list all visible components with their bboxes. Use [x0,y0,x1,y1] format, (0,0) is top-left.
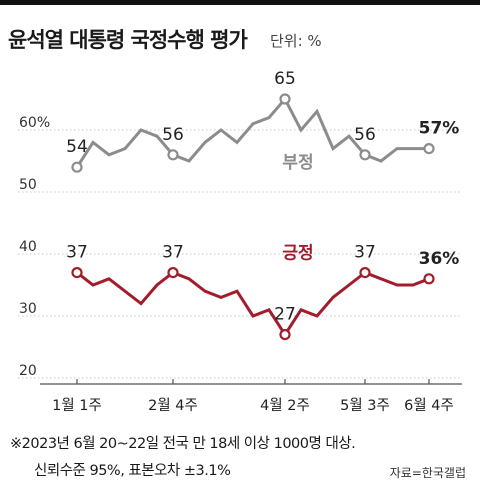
source-credit: 자료=한국갤럽 [389,466,466,480]
series-marker [279,93,291,105]
line-chart: 20 30 40 50 60% 1월 1주 2월 4주 4월 2주 5월 3주 6월 4주 54… [18,69,462,414]
data-label: 37 [354,243,376,263]
y-tick-label: 50 [19,177,37,193]
x-axis: 1월 1주 2월 4주 4월 2주 5월 3주 6월 4주 [40,379,462,414]
data-label: 54 [66,137,88,157]
data-labels: 54 56 65 56 57% 부정 37 37 27 37 36% 긍정 [66,69,459,325]
series-marker [423,143,435,155]
x-tick-label: 6월 4주 [404,397,454,414]
y-axis-ticks: 20 30 40 50 60% [19,115,50,379]
series-marker [279,329,291,341]
y-tick-label: 40 [19,239,37,255]
data-label: 37 [162,243,184,263]
footnote-survey: ※2023년 6월 20~22일 전국 만 18세 이상 1000명 대상. [10,436,356,452]
x-tick-label: 4월 2주 [260,397,310,414]
unit-label: 단위: % [270,32,322,50]
footnote-margin: 신뢰수준 95%, 표본오차 ±3.1% [34,463,231,479]
series-name-label: 긍정 [282,244,313,264]
series-name-label: 부정 [282,153,313,173]
series-line-negative [75,96,429,169]
y-tick-label: 20 [19,363,37,379]
chart-title: 윤석열 대통령 국정수행 평가 [8,28,248,52]
y-tick-label: 30 [19,301,37,317]
top-rule [0,0,480,5]
y-tick-label: 60% [19,115,50,131]
series-marker [167,267,179,279]
x-tick-label: 1월 1주 [52,397,102,414]
series-lines [71,93,435,341]
series-marker [167,149,179,161]
x-tick-label: 5월 3주 [340,397,390,414]
data-label: 36% [419,249,460,269]
data-label: 56 [162,125,184,145]
x-tick-label: 2월 4주 [148,397,198,414]
series-marker [71,267,83,279]
series-marker [71,161,83,173]
series-marker [359,267,371,279]
data-label: 57% [419,119,460,139]
data-label: 27 [274,305,296,325]
series-marker [359,149,371,161]
data-label: 56 [354,125,376,145]
data-label: 65 [274,69,296,89]
series-marker [423,273,435,285]
data-label: 37 [66,243,88,263]
series-line-positive [76,270,430,338]
